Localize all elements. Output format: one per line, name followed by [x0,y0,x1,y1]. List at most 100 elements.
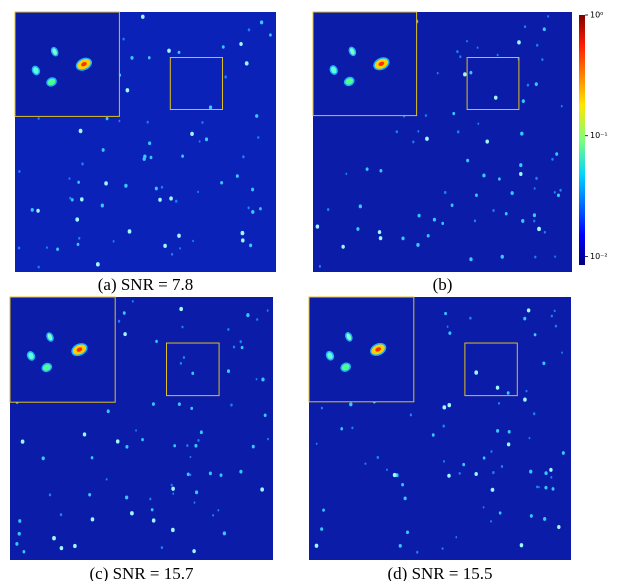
inset-peak [81,61,87,67]
star [469,316,472,320]
star [22,550,26,554]
star [141,437,144,442]
star [544,471,548,476]
star [255,114,259,118]
star [541,58,544,62]
star [208,471,212,476]
star [257,136,260,139]
star [130,511,134,516]
star [190,406,194,411]
star [226,369,231,374]
star [179,361,183,365]
panel-caption: (c) SNR = 15.7 [89,564,194,581]
star [255,377,258,381]
star [56,247,59,251]
panel: (a) SNR = 7.8 [14,11,276,294]
star [544,485,548,490]
star [452,111,456,116]
star [412,140,415,144]
star [235,174,239,178]
star [124,183,128,188]
star [442,405,447,410]
star [532,213,537,218]
star [534,255,537,259]
star [523,25,527,29]
star [416,550,419,554]
star [167,48,171,53]
star [263,413,267,417]
star [59,545,64,551]
star [240,230,245,236]
star [492,208,495,212]
star [239,469,243,474]
inset-source-core [350,48,355,55]
star [171,486,175,491]
star [181,325,184,329]
star [554,324,558,328]
star [122,311,126,315]
star [534,82,538,87]
star [485,139,489,144]
star [358,204,363,209]
star [101,148,105,152]
inset-source-core [47,78,56,86]
inset-source-core [331,66,337,74]
zoom-box [165,342,220,397]
star [537,226,541,232]
inset-source-core [346,333,352,341]
star [192,239,194,243]
star [52,536,56,541]
star [424,114,428,117]
star [95,262,100,267]
star [401,236,405,241]
inset-source-core [341,364,350,371]
star [172,492,175,495]
star [240,345,244,350]
star [230,403,233,407]
star [198,140,201,143]
star [340,427,344,431]
star [447,403,452,408]
star [191,371,195,375]
star [482,173,486,178]
star [217,508,220,512]
star [550,314,553,318]
star [246,313,250,318]
star [135,429,137,432]
star [474,193,478,198]
panel: (c) SNR = 15.7 [9,296,273,581]
star [398,543,402,548]
panel-caption: (d) SNR = 15.5 [388,564,493,581]
inset-peak [378,61,385,67]
star [199,430,203,435]
star [219,473,223,477]
star [535,485,539,489]
star [459,55,462,59]
star [551,157,554,161]
star [171,527,175,533]
star [554,255,557,258]
star [417,129,420,133]
star [560,104,563,108]
star [125,88,130,93]
star [30,207,34,212]
star [450,203,454,207]
star [115,439,120,444]
star [556,193,560,198]
star [482,506,485,509]
star [442,460,446,463]
star [351,426,354,430]
star [37,265,40,269]
star [500,254,504,259]
star [69,196,72,200]
inset-source-core [42,364,51,371]
star [476,46,479,49]
star [151,518,156,523]
star [189,473,192,477]
star [444,311,447,316]
star [70,198,74,202]
star [193,501,196,504]
star [247,28,251,32]
star [498,511,502,515]
